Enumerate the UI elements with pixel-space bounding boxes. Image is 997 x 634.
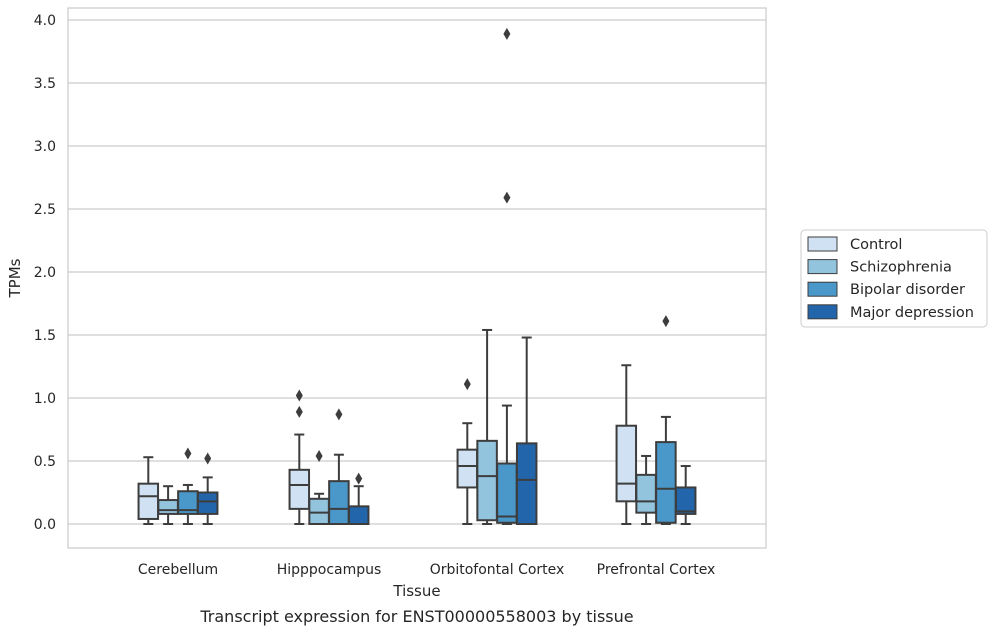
box-body — [674, 486, 697, 515]
box-major-depression — [515, 336, 538, 525]
legend-swatch — [807, 304, 838, 320]
box-body — [328, 480, 350, 526]
outlier-point — [184, 447, 192, 460]
box-bipolar-disorder — [328, 408, 350, 526]
legend: Control Schizophrenia Bipolar disorder Majo… — [800, 229, 988, 328]
legend-label: Major depression — [850, 305, 974, 321]
legend-label: Bipolar disorder — [850, 282, 965, 298]
outlier-point — [503, 191, 511, 204]
outlier-point — [503, 27, 511, 40]
x-tick-label: Cerebellum — [138, 562, 218, 578]
y-axis-label: TPMs — [6, 258, 24, 298]
x-tick-label: Hipppocampus — [277, 562, 382, 578]
x-tick-label: Prefrontal Cortex — [597, 562, 716, 578]
outlier-point — [662, 315, 670, 328]
legend-swatch — [807, 281, 838, 297]
x-axis-label: Tissue — [392, 582, 440, 600]
box-schizophrenia — [157, 485, 179, 525]
box-body — [456, 448, 479, 489]
box-bipolar-disorder — [177, 447, 199, 525]
box-body — [655, 441, 677, 524]
box-major-depression — [196, 452, 219, 525]
y-tick-label: 2.5 — [34, 202, 56, 218]
box-body — [347, 505, 370, 525]
y-tick-label: 1.0 — [34, 391, 56, 407]
y-axis-ticks: 0.0 0.5 1.0 1.5 2.0 2.5 3.0 3.5 4.0 — [34, 13, 56, 533]
outlier-point — [315, 449, 323, 462]
box-body — [137, 482, 160, 520]
box-plot-area — [137, 27, 697, 526]
box-bipolar-disorder — [655, 315, 677, 525]
x-tick-label: Orbitofontal Cortex — [430, 562, 565, 578]
box-body — [308, 497, 330, 525]
y-tick-label: 4.0 — [34, 13, 56, 29]
chart-caption: Transcript expression for ENST0000055800… — [199, 607, 633, 626]
legend-label: Control — [850, 237, 902, 253]
outlier-point — [335, 408, 343, 421]
box-body — [635, 473, 657, 514]
box-body — [157, 499, 179, 515]
box-body — [615, 424, 638, 503]
box-major-depression — [674, 465, 697, 525]
plot-frame — [67, 7, 767, 549]
box-body — [288, 468, 311, 510]
box-control — [288, 389, 311, 525]
x-axis-ticks: Cerebellum Hipppocampus Orbitofontal Corte… — [138, 562, 715, 578]
outlier-point — [295, 389, 303, 402]
box-control — [137, 456, 160, 525]
box-bipolar-disorder — [496, 27, 518, 525]
box-body — [496, 462, 518, 524]
y-tick-label: 3.5 — [34, 76, 56, 92]
outlier-point — [295, 405, 303, 418]
box-schizophrenia — [635, 454, 657, 525]
gridlines — [68, 19, 766, 525]
y-tick-label: 0.0 — [34, 517, 56, 533]
outlier-point — [355, 472, 363, 485]
y-tick-label: 3.0 — [34, 139, 56, 155]
legend-swatch — [807, 259, 838, 275]
box-body — [196, 491, 219, 515]
box-control — [615, 364, 638, 525]
outlier-point — [463, 378, 471, 391]
box-major-depression — [347, 472, 370, 525]
outlier-point — [204, 452, 212, 465]
y-tick-label: 1.5 — [34, 328, 56, 344]
legend-swatch — [807, 236, 838, 252]
legend-label: Schizophrenia — [850, 260, 952, 276]
y-tick-label: 2.0 — [34, 265, 56, 281]
legend-frame — [800, 229, 988, 328]
box-schizophrenia — [476, 328, 498, 525]
box-body — [515, 442, 538, 525]
y-tick-label: 0.5 — [34, 454, 56, 470]
box-body — [476, 439, 498, 522]
box-control — [456, 378, 479, 525]
